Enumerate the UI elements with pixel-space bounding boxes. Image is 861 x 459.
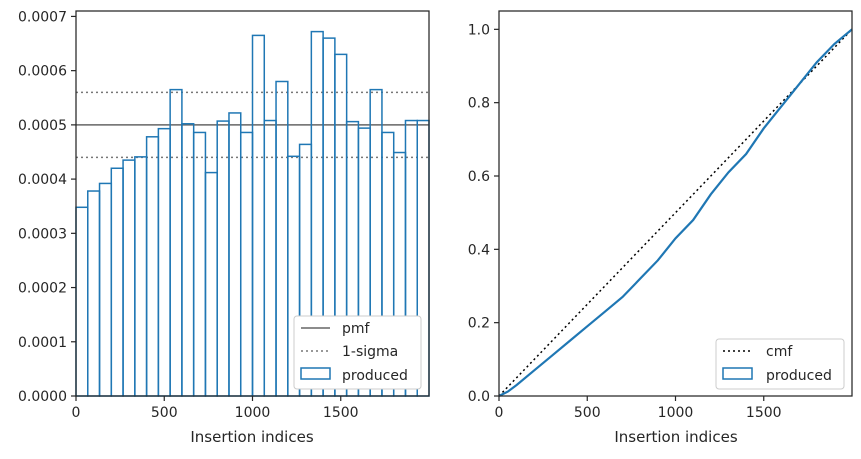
pmf-x-ticks: 0 500 1000 1500 [72, 396, 359, 421]
pmf-y-tick-label: 0.0005 [18, 118, 67, 134]
cmf-y-tick-label: 0.0 [468, 389, 490, 405]
pmf-y-tick-label: 0.0007 [18, 9, 67, 25]
produced-histogram-bin [134, 156, 148, 397]
produced-histogram-bin [239, 131, 254, 397]
pmf-y-tick-label: 0.0004 [18, 172, 67, 188]
produced-histogram-bin [169, 88, 183, 397]
produced-histogram-bin [157, 127, 171, 397]
pmf-legend-produced-label: produced [342, 368, 408, 384]
cmf-y-tick-label: 0.4 [468, 242, 490, 258]
pmf-y-tick-label: 0.0006 [18, 64, 67, 80]
pmf-legend: pmf 1-sigma produced [293, 315, 422, 390]
pmf-x-tick-label: 500 [151, 405, 178, 421]
cmf-x-tick-label: 1500 [746, 405, 782, 421]
cmf-plot-area [498, 28, 853, 397]
produced-cumulative-line [498, 28, 853, 397]
cmf-y-tick-label: 0.2 [468, 316, 490, 332]
produced-histogram-bin [263, 119, 277, 397]
cmf-x-tick-label: 500 [574, 405, 601, 421]
produced-histogram-bin [110, 167, 124, 397]
pmf-legend-box [293, 315, 422, 390]
cmf-x-tick-label: 1000 [658, 405, 694, 421]
pmf-legend-pmf-label: pmf [342, 321, 371, 337]
produced-histogram-bin [98, 182, 113, 397]
produced-histogram-bin [275, 80, 289, 397]
cmf-legend-produced-label: produced [766, 368, 832, 384]
pmf-y-tick-label: 0.0003 [18, 226, 67, 242]
produced-histogram-bin [228, 112, 242, 397]
cmf-legend-cmf-label: cmf [766, 344, 793, 360]
pmf-y-tick-label: 0.0000 [18, 389, 67, 405]
cmf-legend-produced-swatch [722, 367, 753, 380]
produced-histogram-bin [181, 123, 195, 397]
pmf-y-ticks: 0.0000 0.0001 0.0002 0.0003 0.0004 0.0005 0.00… [18, 9, 76, 405]
pmf-y-tick-label: 0.0001 [18, 335, 67, 351]
produced-histogram-bin [87, 190, 101, 397]
pmf-x-axis-label: Insertion indices [190, 428, 313, 446]
produced-histogram-bin [216, 120, 230, 397]
pmf-y-tick-label: 0.0002 [18, 281, 67, 297]
pmf-panel: 0 500 1000 1500 0.00000.00010.00020.00030.0… [18, 9, 430, 446]
pmf-legend-produced-swatch [300, 367, 331, 380]
cmf-y-tick-label: 0.8 [468, 96, 490, 112]
produced-histogram-bin [192, 131, 207, 397]
pmf-x-tick-label: 1500 [323, 405, 359, 421]
cmf-axes-frame [498, 10, 853, 397]
pmf-x-tick-label: 1000 [235, 405, 271, 421]
produced-histogram-bin [122, 159, 136, 397]
produced-histogram-bin [204, 171, 218, 397]
cmf-y-tick-label: 1.0 [468, 22, 490, 38]
cmf-x-tick-label: 0 [495, 405, 504, 421]
cmf-x-ticks: 0 500 1000 1500 [495, 396, 782, 421]
produced-histogram-bin [251, 34, 266, 397]
pmf-x-tick-label: 0 [72, 405, 81, 421]
cmf-y-tick-label: 0.6 [468, 169, 490, 185]
pmf-legend-sigma-label: 1-sigma [342, 344, 398, 360]
cmf-y-ticks: 0.0 0.2 0.4 0.6 0.8 1.0 [468, 22, 499, 405]
cmf-x-axis-label: Insertion indices [614, 428, 737, 446]
produced-histogram-bin [75, 206, 89, 397]
produced-histogram-bin [145, 136, 160, 397]
cmf-legend: cmf produced [715, 338, 845, 390]
cmf-panel: 0 500 1000 1500 0.0 0.2 0.4 0.6 0.8 1.0 Insertio… [468, 10, 853, 446]
